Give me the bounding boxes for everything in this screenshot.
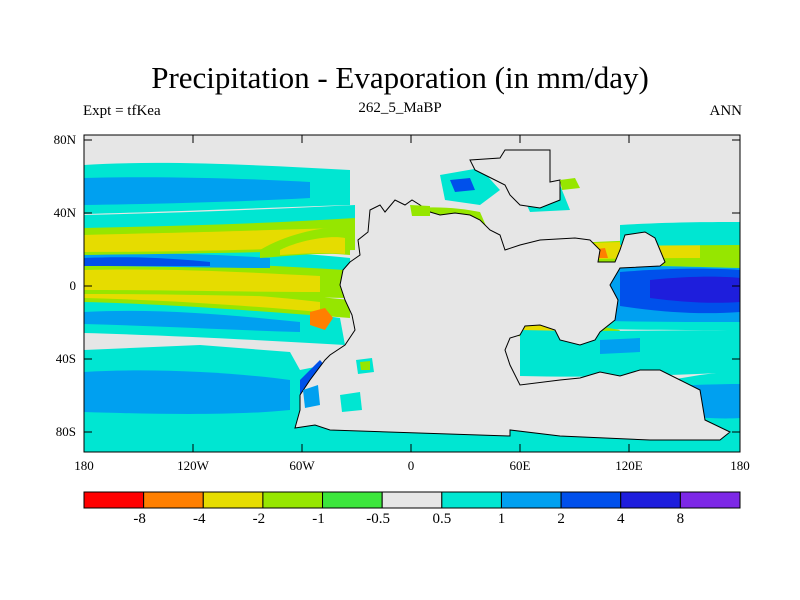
colorbar-label: -8 xyxy=(133,511,146,527)
east-deepblue xyxy=(650,276,740,303)
experiment-label: Expt = tfKea xyxy=(83,103,161,119)
n-pacific-blue-top xyxy=(84,177,310,205)
x-tick-label: 60E xyxy=(509,458,531,473)
colorbar-label: 8 xyxy=(676,511,685,527)
x-tick-label: 180 xyxy=(74,458,94,473)
s-pacific-yellow xyxy=(84,290,320,312)
s-pacific-blue xyxy=(84,310,300,332)
s-tethys-blue xyxy=(600,338,640,354)
ne-blue-2 xyxy=(450,178,475,192)
colorbar-swatch xyxy=(679,491,741,509)
colorbar-swatch xyxy=(500,491,562,509)
colorbar-label: 2 xyxy=(557,511,565,527)
colorbar-swatch xyxy=(381,491,443,509)
plot-subtitle: 262_5_MaBP xyxy=(358,100,442,116)
colorbar-swatch xyxy=(620,491,681,509)
plot-frame xyxy=(83,134,741,453)
y-tick-label: 80N xyxy=(53,132,76,147)
n-pacific-yellow-tongue xyxy=(280,237,345,255)
axis-ticks xyxy=(84,135,740,452)
colorbar-label: -0.5 xyxy=(366,511,391,527)
colorbar-swatch xyxy=(143,491,204,509)
continent-interior-patches xyxy=(303,178,580,412)
colorbar-label: -1 xyxy=(312,511,325,527)
plot-title: Precipitation - Evaporation (in mm/day) xyxy=(151,60,649,95)
colorbar-label: 0.5 xyxy=(432,511,452,527)
x-tick-label: 120E xyxy=(615,458,643,473)
s-tethys-cyan xyxy=(520,330,740,377)
colorbar-label: 1 xyxy=(497,511,506,527)
eq-pacific-yellow xyxy=(84,269,320,292)
colorbar-label: -4 xyxy=(193,511,206,527)
s-atl-orange xyxy=(310,308,333,330)
colorbar xyxy=(83,491,741,509)
continent-outline xyxy=(294,149,731,441)
colorbar-swatch xyxy=(202,491,264,509)
colorbar-swatch xyxy=(83,491,145,509)
y-tick-label: 40N xyxy=(53,205,76,220)
colorbar-swatch xyxy=(322,491,383,509)
south-light-blue-band xyxy=(84,370,290,414)
n-continent-cap xyxy=(469,149,561,209)
eq-pacific-darkblue xyxy=(84,257,210,266)
y-tick-label: 80S xyxy=(55,424,76,439)
x-tick-label: 0 xyxy=(407,458,415,473)
colorbar-swatch xyxy=(262,491,324,509)
colorbar-swatch xyxy=(560,491,622,509)
y-tick-label: 40S xyxy=(55,351,76,366)
colorbar-label: 4 xyxy=(616,511,625,527)
x-tick-label: 60W xyxy=(289,458,315,473)
laurasia-west xyxy=(294,199,731,441)
colorbar-swatch xyxy=(441,491,502,509)
x-tick-label: 180 xyxy=(730,458,750,473)
colorbar-label: -2 xyxy=(252,511,266,527)
season-label: ANN xyxy=(709,103,743,119)
y-tick-label: 0 xyxy=(69,278,77,293)
x-tick-label: 120W xyxy=(177,458,209,473)
